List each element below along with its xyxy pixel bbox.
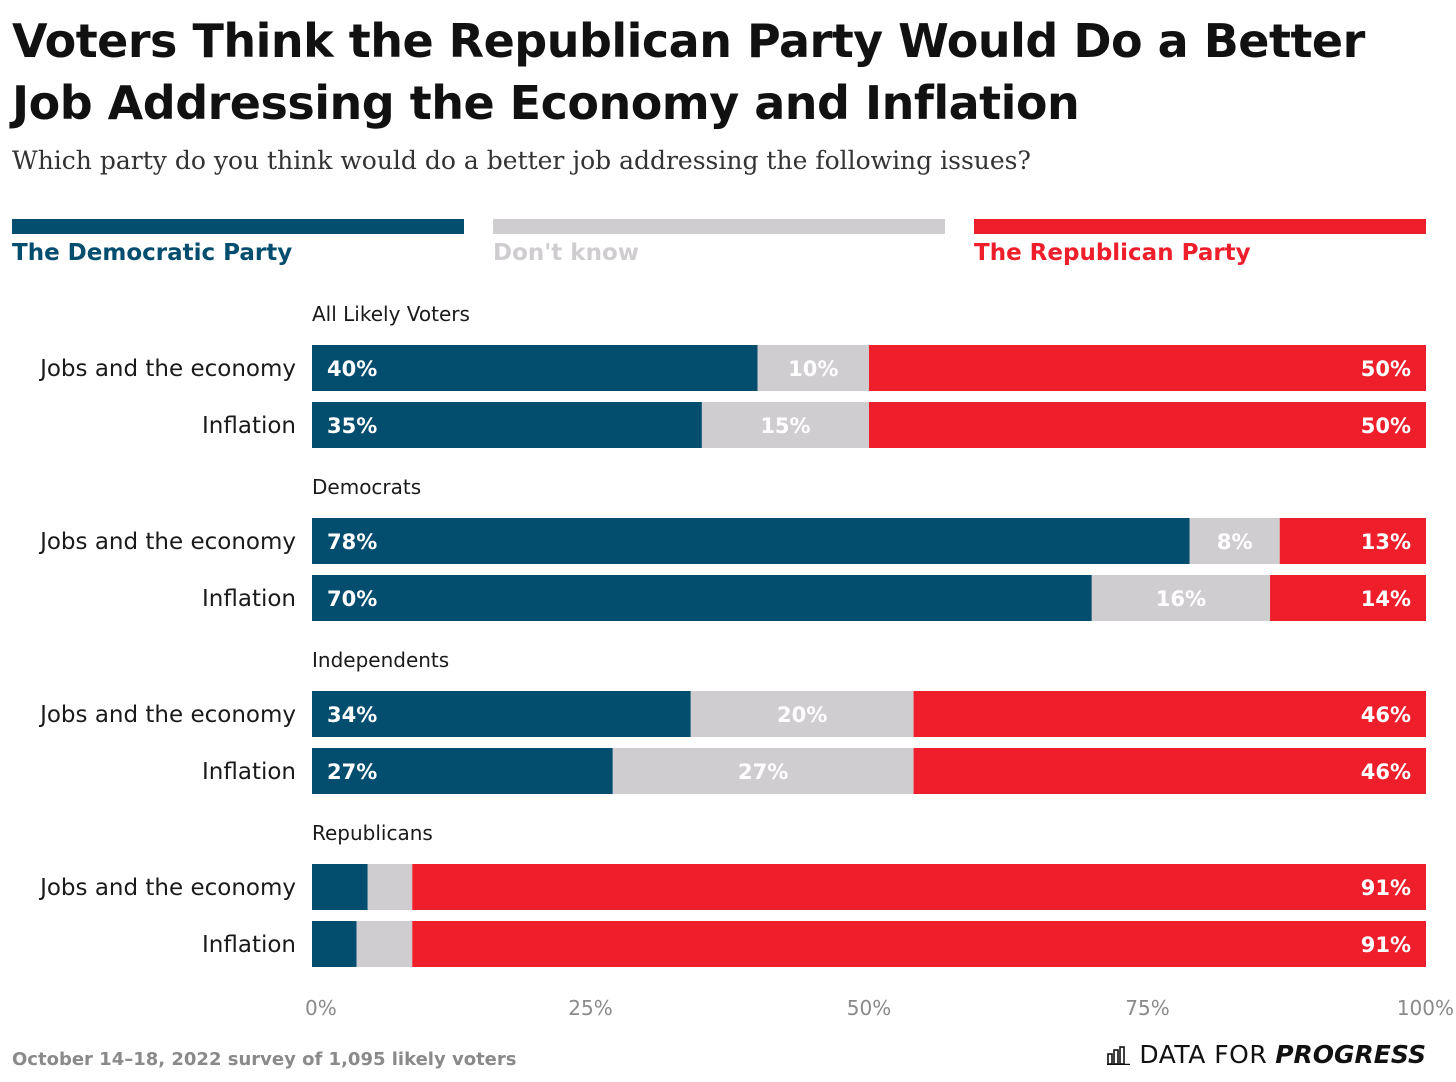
data-label-democratic: 70% xyxy=(327,587,377,611)
data-label-republican: 91% xyxy=(1361,876,1411,900)
bar-segment-dont-know xyxy=(1091,575,1271,621)
row-label: Jobs and the economy xyxy=(38,702,296,728)
legend-item-republican: The Republican Party xyxy=(974,219,1426,266)
bar-segment-democratic xyxy=(312,748,613,794)
group-label: Democrats xyxy=(312,475,421,499)
bar-segment-democratic xyxy=(312,345,758,391)
data-label-republican: 91% xyxy=(1361,933,1411,957)
bar-segment-dont-know xyxy=(612,748,914,794)
data-label-republican: 50% xyxy=(1361,357,1411,381)
data-label-republican: 14% xyxy=(1361,587,1411,611)
stacked-bar-chart: All Likely Voters Jobs and the economy 40%… xyxy=(38,302,1454,1020)
bar-segment-dont-know xyxy=(367,864,413,910)
row-label: Inflation xyxy=(202,586,296,612)
bar-segment-republican xyxy=(913,748,1426,794)
chart-subtitle: Which party do you think would do a bett… xyxy=(12,146,1031,175)
bar-segment-democratic xyxy=(312,921,357,967)
bar-segment-democratic xyxy=(312,691,691,737)
data-label-dont-know: 15% xyxy=(760,414,810,438)
x-tick-label: 25% xyxy=(568,996,612,1020)
legend-item-dont-know: Don't know xyxy=(493,219,945,266)
bar-segment-democratic xyxy=(312,402,702,448)
group-label: Republicans xyxy=(312,821,433,845)
legend-item-democratic: The Democratic Party xyxy=(12,219,464,266)
row-label: Jobs and the economy xyxy=(38,875,296,901)
bar-segment-dont-know xyxy=(757,345,869,391)
bar-segment-republican xyxy=(1279,518,1426,564)
legend-swatch-republican xyxy=(974,219,1426,234)
data-label-democratic: 27% xyxy=(327,760,377,784)
legend-label-republican: The Republican Party xyxy=(974,240,1251,266)
row-label: Jobs and the economy xyxy=(38,356,296,382)
bar-segment-dont-know xyxy=(701,402,869,448)
row-label: Jobs and the economy xyxy=(38,529,296,555)
data-label-dont-know: 16% xyxy=(1156,587,1206,611)
group-label: All Likely Voters xyxy=(312,302,470,326)
data-label-republican: 13% xyxy=(1361,530,1411,554)
x-tick-label: 75% xyxy=(1125,996,1169,1020)
bar-segment-democratic xyxy=(312,864,368,910)
bar-segment-republican xyxy=(869,402,1426,448)
bar-segment-democratic xyxy=(312,518,1190,564)
data-label-republican: 46% xyxy=(1361,760,1411,784)
bar-segment-republican xyxy=(412,864,1426,910)
bar-segment-republican xyxy=(913,691,1426,737)
group-label: Independents xyxy=(312,648,449,672)
x-tick-label: 100% xyxy=(1397,996,1454,1020)
row-label: Inflation xyxy=(202,759,296,785)
data-label-dont-know: 27% xyxy=(738,760,788,784)
bar-segment-republican xyxy=(412,921,1426,967)
data-label-dont-know: 8% xyxy=(1217,530,1253,554)
data-label-republican: 50% xyxy=(1361,414,1411,438)
bar-chart-icon xyxy=(1107,1045,1131,1065)
bar-segment-republican xyxy=(869,345,1426,391)
x-tick-label: 0% xyxy=(305,996,337,1020)
bar-segment-dont-know xyxy=(356,921,413,967)
row-label: Inflation xyxy=(202,413,296,439)
data-label-dont-know: 10% xyxy=(788,357,838,381)
data-label-democratic: 78% xyxy=(327,530,377,554)
data-label-democratic: 40% xyxy=(327,357,377,381)
chart-title: Voters Think the Republican Party Would … xyxy=(12,14,1365,130)
data-label-dont-know: 20% xyxy=(777,703,827,727)
row-label: Inflation xyxy=(202,932,296,958)
legend-swatch-democratic xyxy=(12,219,464,234)
bar-segment-democratic xyxy=(312,575,1092,621)
x-tick-label: 50% xyxy=(847,996,891,1020)
brand-text-data-for: DATA FOR xyxy=(1139,1040,1268,1069)
data-label-democratic: 35% xyxy=(327,414,377,438)
survey-note: October 14–18, 2022 survey of 1,095 like… xyxy=(12,1049,517,1070)
data-label-democratic: 34% xyxy=(327,703,377,727)
brand-logo: DATA FOR PROGRESS xyxy=(1107,1040,1426,1069)
brand-text-progress: PROGRESS xyxy=(1275,1040,1426,1069)
data-label-republican: 46% xyxy=(1361,703,1411,727)
legend-label-dont-know: Don't know xyxy=(493,240,640,266)
legend-swatch-dont-know xyxy=(493,219,945,234)
bar-segment-dont-know xyxy=(1189,518,1280,564)
bar-segment-republican xyxy=(1270,575,1426,621)
legend-label-democratic: The Democratic Party xyxy=(12,240,293,266)
bar-segment-dont-know xyxy=(690,691,914,737)
